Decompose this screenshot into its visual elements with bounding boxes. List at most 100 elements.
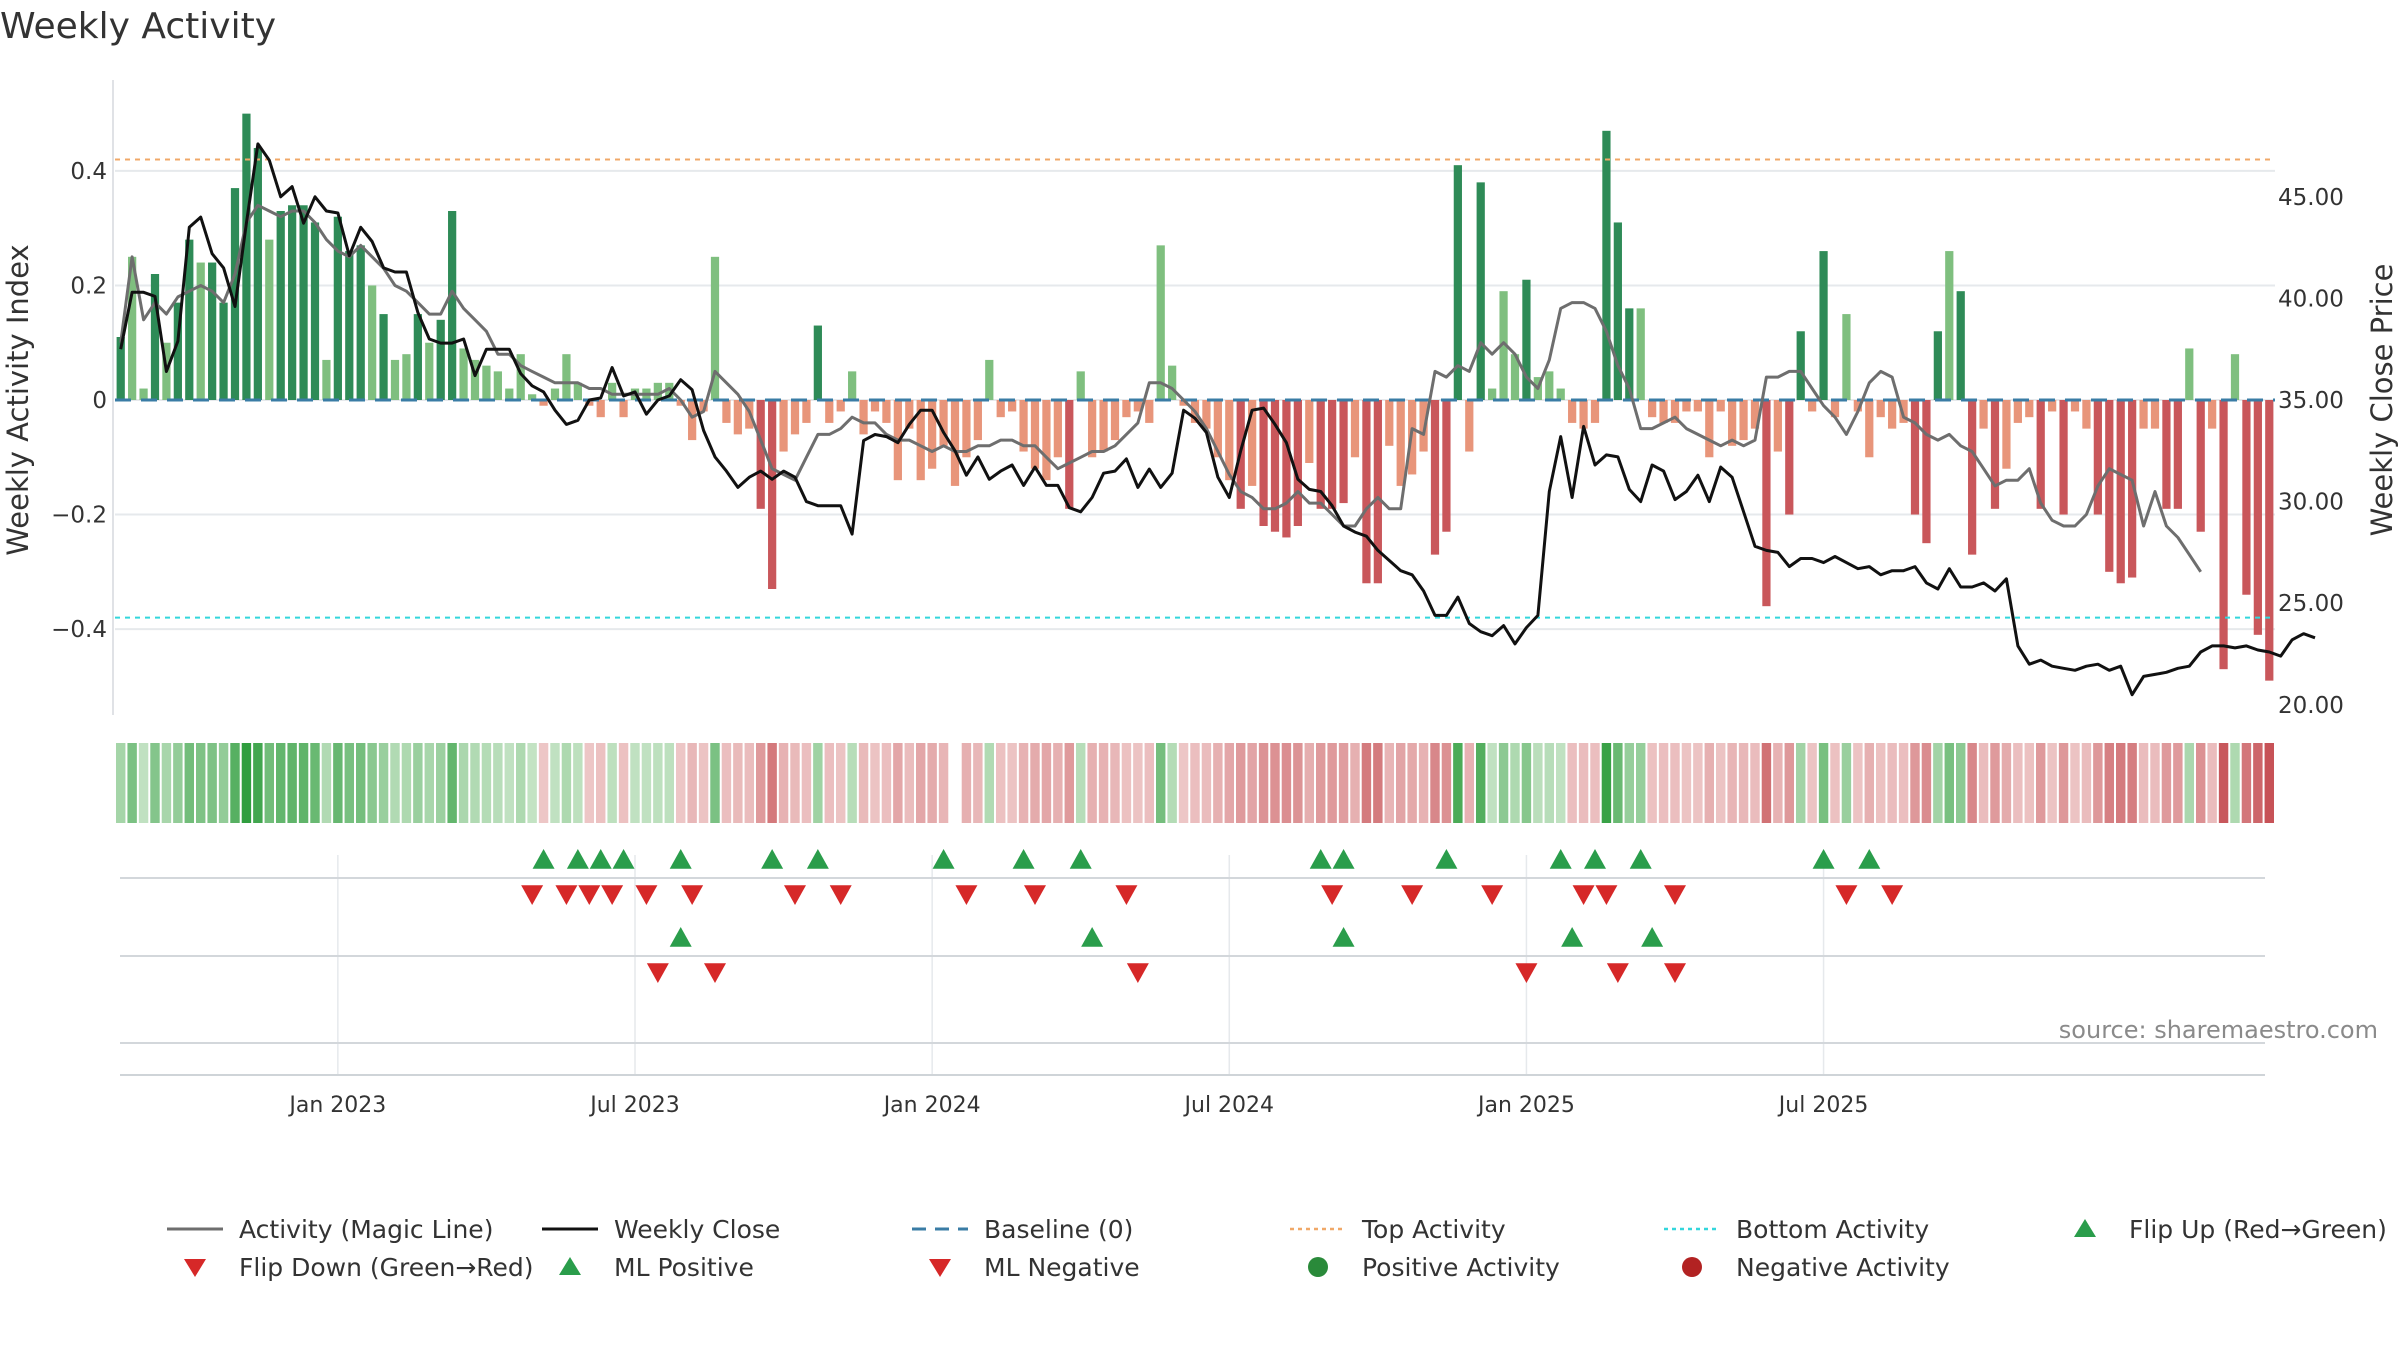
heat-strip-cell (1681, 743, 1692, 823)
legend-label: Activity (Magic Line) (239, 1214, 494, 1244)
activity-bar (2013, 400, 2022, 423)
activity-bar (1579, 400, 1588, 429)
activity-bar (928, 400, 937, 469)
ml-positive-marker (1641, 927, 1664, 947)
flip-up-marker (1332, 849, 1355, 869)
activity-bar (402, 354, 411, 400)
heat-strip-cell (2058, 743, 2069, 823)
heat-strip-cell (436, 743, 446, 823)
activity-bar (1819, 251, 1828, 400)
activity-bar (2116, 400, 2125, 584)
heat-strip-cell (127, 743, 137, 823)
activity-bar (1042, 400, 1051, 481)
heat-strip-cell (710, 743, 720, 823)
heat-strip-cell (1144, 743, 1154, 823)
heat-strip-cell (1407, 743, 1417, 823)
y2-tick-label: 40.00 (2278, 286, 2344, 312)
heat-strip-cell (2161, 743, 2172, 823)
heat-strip-cell (1727, 743, 1737, 823)
ml-negative-marker (1664, 963, 1686, 983)
activity-bar (425, 342, 434, 400)
legend-label: ML Negative (984, 1252, 1140, 1282)
flip-up-marker (1812, 849, 1835, 869)
activity-bar (1065, 400, 1074, 509)
heat-strip-cell (2150, 743, 2160, 823)
activity-bar (2070, 400, 2080, 412)
ml-negative-marker (1606, 963, 1629, 983)
activity-bar (2185, 348, 2194, 400)
legend-label: Weekly Close (614, 1214, 781, 1244)
flip-down-marker (555, 885, 578, 905)
heat-strip-cell (881, 743, 892, 823)
activity-bar (756, 400, 765, 509)
heat-strip-cell (2024, 743, 2034, 823)
legend-item: Flip Up (Red→Green) (2055, 1214, 2387, 1244)
heat-strip-cell (1087, 743, 1097, 823)
activity-bar (722, 400, 731, 423)
activity-bar (1625, 308, 1634, 400)
heat-strip-cell (1293, 743, 1303, 823)
activity-bar (710, 256, 720, 400)
activity-bar (2219, 400, 2228, 670)
activity-bar (950, 400, 960, 486)
heat-strip-cell (161, 743, 172, 823)
activity-bar (1019, 400, 1028, 452)
heat-strip-cell (1110, 743, 1120, 823)
heat-strip-cell (847, 743, 857, 823)
heat-strip-cell (1224, 743, 1234, 823)
heat-strip-cell (1990, 743, 2000, 823)
flip-up-marker (669, 849, 692, 869)
heat-strip-cell (836, 743, 846, 823)
y-tick-label: 0 (92, 388, 107, 414)
flip-down-marker (1024, 885, 1046, 905)
heat-strip-cell (253, 743, 263, 823)
flip-down-marker (1321, 885, 1344, 905)
heat-strip-cell (2173, 743, 2183, 823)
activity-bar (939, 400, 948, 446)
activity-bar (1168, 365, 1177, 400)
activity-bar (1613, 222, 1622, 400)
heat-strip-cell (778, 743, 789, 823)
heat-strip-cell (184, 743, 194, 823)
heat-strip-cell (584, 743, 594, 823)
activity-bar (1053, 400, 1062, 458)
heat-strip-cell (984, 743, 994, 823)
heat-strip-cell (1853, 743, 1863, 823)
heat-strip-cell (1876, 743, 1886, 823)
activity-bar (1773, 400, 1782, 452)
activity-bar (1705, 400, 1714, 458)
y-tick-label: 0.4 (70, 159, 107, 185)
heat-strip-cell (1944, 743, 1954, 823)
activity-bar (2150, 400, 2160, 429)
heat-strip-cell (1830, 743, 1840, 823)
activity-bar (1876, 400, 1885, 418)
activity-bar (1888, 400, 1897, 429)
activity-bar (1373, 400, 1382, 584)
activity-bar (356, 245, 365, 400)
activity-bar (1259, 400, 1268, 526)
activity-bar (1956, 291, 1965, 400)
heat-strip-cell (264, 743, 274, 823)
activity-bar (1442, 400, 1451, 532)
heat-strip-cell (527, 743, 537, 823)
heat-strip-cell (1636, 743, 1646, 823)
heat-strip-cell (1967, 743, 1977, 823)
activity-bar (139, 388, 148, 400)
heat-strip-cell (1601, 743, 1612, 823)
activity-bar (802, 400, 811, 423)
activity-bar (1648, 400, 1657, 418)
activity-bar (562, 354, 571, 400)
activity-bar (173, 302, 182, 400)
activity-bar (665, 382, 674, 400)
heat-strip-cell (938, 743, 949, 823)
heat-strip-cell (1178, 743, 1189, 823)
heat-strip-cell (1098, 743, 1109, 823)
flip-down-marker (784, 885, 806, 905)
heat-strip-cell (378, 743, 389, 823)
heat-strip-cell (390, 743, 400, 823)
activity-bar (2242, 400, 2251, 595)
heat-strip-cell (2001, 743, 2012, 823)
heat-strip-cell (481, 743, 492, 823)
legend-item: Negative Activity (1662, 1252, 1950, 1282)
activity-bar (859, 400, 868, 435)
